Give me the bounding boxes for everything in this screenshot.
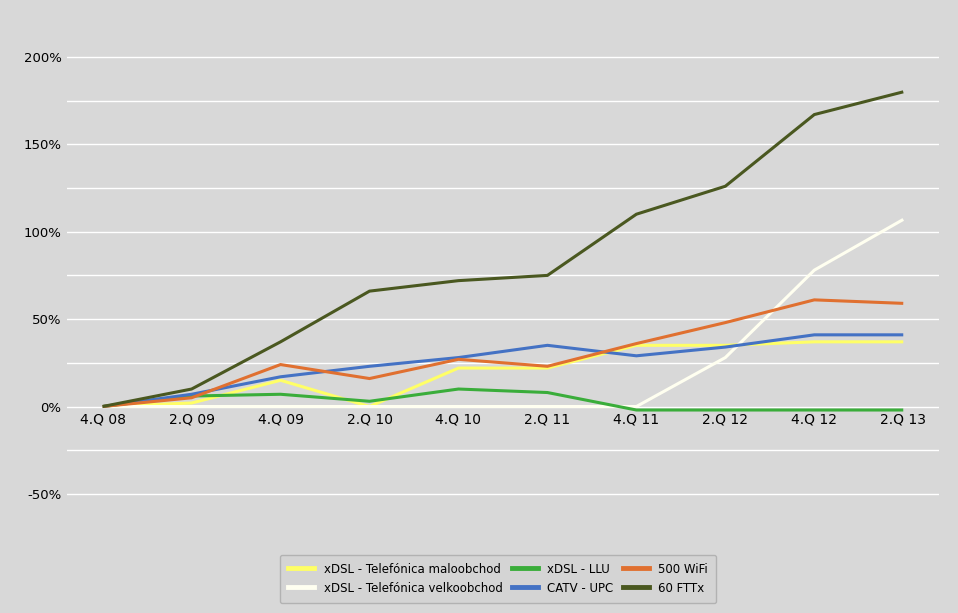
xDSL - LLU xyxy=(541,389,553,396)
xDSL - Telefónica velkoobchod xyxy=(541,403,553,410)
CATV - UPC xyxy=(364,363,376,370)
500 WiFi xyxy=(541,363,553,370)
60 FTTx xyxy=(97,403,108,410)
500 WiFi xyxy=(719,319,731,326)
xDSL - Telefónica velkoobchod xyxy=(453,403,465,410)
60 FTTx xyxy=(453,277,465,284)
xDSL - Telefónica velkoobchod xyxy=(186,403,197,410)
CATV - UPC xyxy=(541,341,553,349)
CATV - UPC xyxy=(630,352,642,359)
Line: xDSL - Telefónica maloobchod: xDSL - Telefónica maloobchod xyxy=(103,342,903,406)
CATV - UPC xyxy=(719,343,731,351)
60 FTTx xyxy=(364,287,376,295)
xDSL - Telefónica maloobchod xyxy=(453,364,465,371)
CATV - UPC xyxy=(898,331,909,338)
xDSL - Telefónica velkoobchod xyxy=(630,403,642,410)
CATV - UPC xyxy=(809,331,820,338)
xDSL - LLU xyxy=(453,386,465,393)
xDSL - Telefónica velkoobchod xyxy=(809,267,820,274)
Line: xDSL - Telefónica velkoobchod: xDSL - Telefónica velkoobchod xyxy=(103,219,903,406)
xDSL - Telefónica maloobchod xyxy=(898,338,909,346)
xDSL - LLU xyxy=(809,406,820,414)
xDSL - LLU xyxy=(719,406,731,414)
500 WiFi xyxy=(275,361,286,368)
CATV - UPC xyxy=(275,373,286,381)
xDSL - Telefónica maloobchod xyxy=(275,376,286,384)
500 WiFi xyxy=(809,296,820,303)
500 WiFi xyxy=(898,300,909,307)
xDSL - Telefónica velkoobchod xyxy=(275,403,286,410)
500 WiFi xyxy=(97,403,108,410)
CATV - UPC xyxy=(97,403,108,410)
500 WiFi xyxy=(186,394,197,402)
500 WiFi xyxy=(364,375,376,383)
xDSL - Telefónica maloobchod xyxy=(97,403,108,410)
CATV - UPC xyxy=(453,354,465,361)
60 FTTx xyxy=(630,210,642,218)
xDSL - Telefónica velkoobchod xyxy=(97,403,108,410)
xDSL - Telefónica velkoobchod xyxy=(719,354,731,361)
60 FTTx xyxy=(809,111,820,118)
xDSL - Telefónica maloobchod xyxy=(541,364,553,371)
xDSL - Telefónica maloobchod xyxy=(809,338,820,346)
xDSL - LLU xyxy=(97,403,108,410)
xDSL - Telefónica maloobchod xyxy=(630,341,642,349)
xDSL - LLU xyxy=(630,406,642,414)
60 FTTx xyxy=(186,386,197,393)
xDSL - LLU xyxy=(898,406,909,414)
xDSL - LLU xyxy=(364,398,376,405)
xDSL - LLU xyxy=(186,392,197,400)
60 FTTx xyxy=(275,338,286,346)
CATV - UPC xyxy=(186,390,197,398)
xDSL - Telefónica velkoobchod xyxy=(898,216,909,223)
Line: 500 WiFi: 500 WiFi xyxy=(103,300,903,406)
Line: CATV - UPC: CATV - UPC xyxy=(103,335,903,406)
xDSL - LLU xyxy=(275,390,286,398)
60 FTTx xyxy=(541,272,553,279)
Legend: xDSL - Telefónica maloobchod, xDSL - Telefónica velkoobchod, xDSL - LLU, CATV - : xDSL - Telefónica maloobchod, xDSL - Tel… xyxy=(280,555,717,603)
60 FTTx xyxy=(898,88,909,96)
Line: xDSL - LLU: xDSL - LLU xyxy=(103,389,903,410)
xDSL - Telefónica velkoobchod xyxy=(364,403,376,410)
xDSL - Telefónica maloobchod xyxy=(719,341,731,349)
60 FTTx xyxy=(719,183,731,190)
xDSL - Telefónica maloobchod xyxy=(364,403,376,410)
Line: 60 FTTx: 60 FTTx xyxy=(103,92,903,406)
500 WiFi xyxy=(453,356,465,363)
xDSL - Telefónica maloobchod xyxy=(186,399,197,406)
500 WiFi xyxy=(630,340,642,347)
